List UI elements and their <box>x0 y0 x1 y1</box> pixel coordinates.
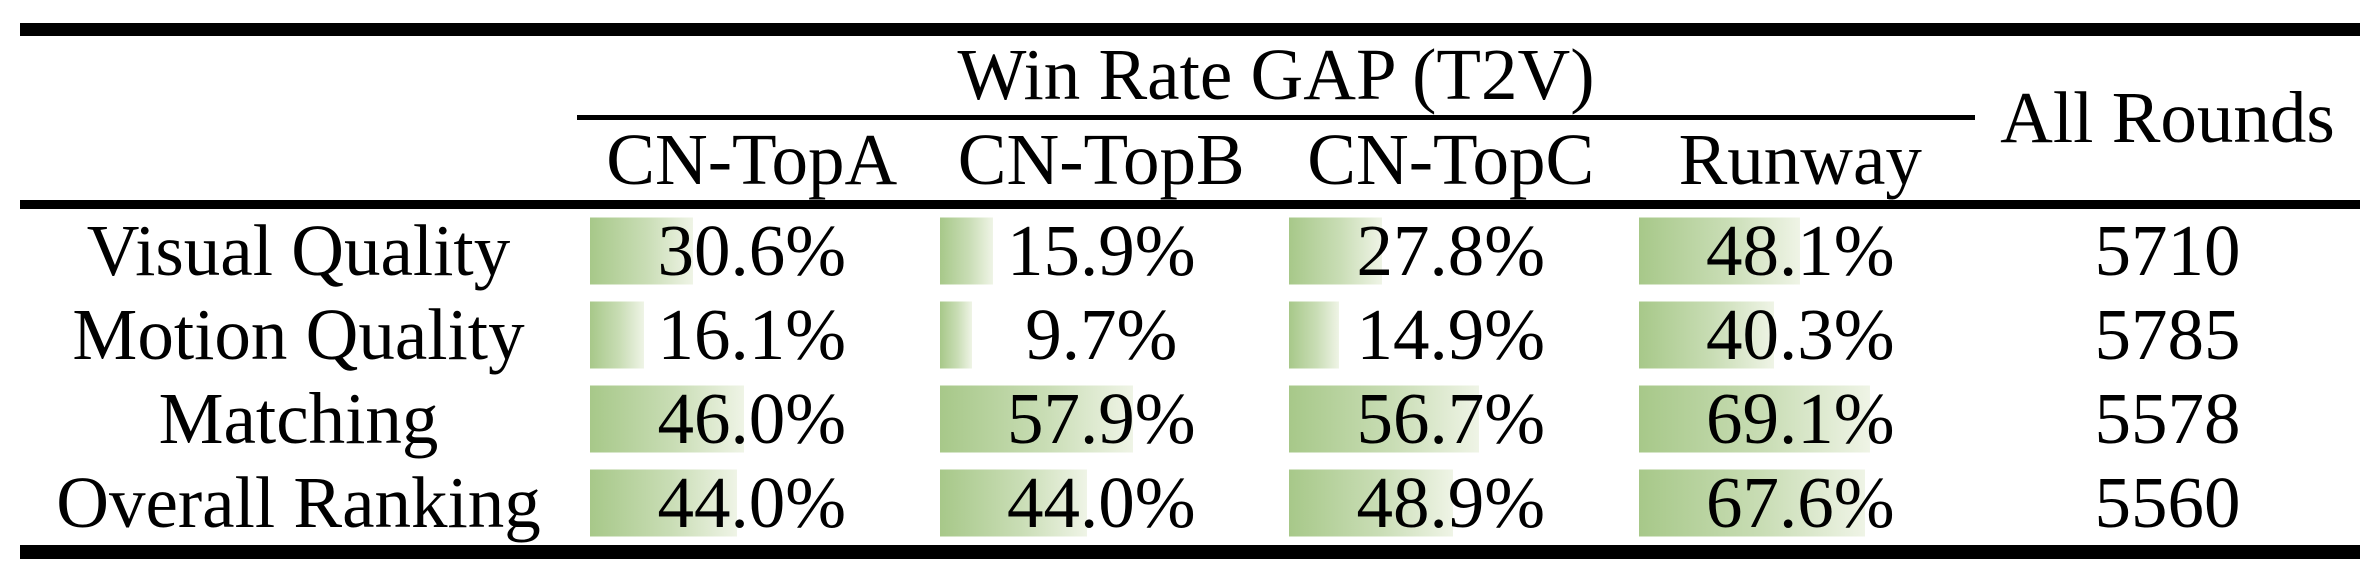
table-row: Motion Quality 16.1% 9.7% 14.9% 40.3% 5785 <box>20 293 2360 377</box>
win-rate-value: 48.1% <box>1705 210 1895 291</box>
group-header-underline-rule <box>577 115 1975 120</box>
win-rate-cell: 27.8% <box>1276 209 1626 293</box>
win-rate-value: 30.6% <box>657 210 847 291</box>
column-header-runway: Runway <box>1678 119 1922 200</box>
row-label: Matching <box>158 378 439 459</box>
win-rate-value: 46.0% <box>657 378 847 459</box>
win-rate-value: 67.6% <box>1705 462 1895 543</box>
win-rate-bar <box>1638 469 1865 537</box>
win-rate-bar <box>939 217 993 285</box>
win-rate-bar <box>590 301 644 369</box>
column-header-cn-topb: CN-TopB <box>957 119 1245 200</box>
row-label: Motion Quality <box>72 294 525 375</box>
win-rate-bar <box>590 385 745 453</box>
win-rate-value: 15.9% <box>1006 210 1196 291</box>
win-rate-bar <box>1289 469 1453 537</box>
win-rate-value: 16.1% <box>657 294 847 375</box>
win-rate-bar <box>939 469 1087 537</box>
win-rate-cell: 9.7% <box>927 293 1277 377</box>
win-rate-value: 27.8% <box>1356 210 1546 291</box>
row-label: Visual Quality <box>86 210 511 291</box>
win-rate-value: 57.9% <box>1006 378 1196 459</box>
all-rounds-value: 5578 <box>2094 378 2241 459</box>
table-body: Visual Quality 30.6% 15.9% 27.8% 48.1% 5710 … <box>20 209 2360 545</box>
row-label: Overall Ranking <box>56 462 541 543</box>
header-body-divider-rule <box>20 200 2360 209</box>
win-rate-value: 48.9% <box>1356 462 1546 543</box>
group-header-win-rate-gap: Win Rate GAP (T2V) <box>957 34 1595 115</box>
win-rate-value: 44.0% <box>657 462 847 543</box>
table-header: Win Rate GAP (T2V) CN-TopA CN-TopB CN-To… <box>20 34 2360 200</box>
win-rate-value: 44.0% <box>1006 462 1196 543</box>
win-rate-bar <box>939 301 972 369</box>
table-row: Matching 46.0% 57.9% 56.7% 69.1% 5578 <box>20 377 2360 461</box>
top-rule <box>20 23 2360 36</box>
win-rate-bar <box>1638 385 1870 453</box>
win-rate-cell: 44.0% <box>927 461 1277 545</box>
win-rate-bar <box>1289 301 1339 369</box>
win-rate-cell: 57.9% <box>927 377 1277 461</box>
all-rounds-value: 5560 <box>2094 462 2241 543</box>
win-rate-cell: 67.6% <box>1626 461 1976 545</box>
column-header-all-rounds: All Rounds <box>2000 77 2335 158</box>
all-rounds-value: 5785 <box>2094 294 2241 375</box>
table-row: Overall Ranking 44.0% 44.0% 48.9% 67.6% 5560 <box>20 461 2360 545</box>
win-rate-cell: 48.9% <box>1276 461 1626 545</box>
win-rate-cell: 48.1% <box>1626 209 1976 293</box>
column-header-cn-topa: CN-TopA <box>606 119 898 200</box>
win-rate-cell: 40.3% <box>1626 293 1976 377</box>
win-rate-cell: 69.1% <box>1626 377 1976 461</box>
win-rate-cell: 56.7% <box>1276 377 1626 461</box>
win-rate-cell: 14.9% <box>1276 293 1626 377</box>
win-rate-bar <box>1638 217 1800 285</box>
table-row: Visual Quality 30.6% 15.9% 27.8% 48.1% 5710 <box>20 209 2360 293</box>
win-rate-bar <box>590 469 738 537</box>
column-header-cn-topc: CN-TopC <box>1307 119 1595 200</box>
all-rounds-value: 5710 <box>2094 210 2241 291</box>
win-rate-bar <box>1289 385 1479 453</box>
win-rate-value: 69.1% <box>1705 378 1895 459</box>
bottom-rule <box>20 545 2360 559</box>
win-rate-value: 9.7% <box>1025 294 1178 375</box>
win-rate-cell: 16.1% <box>577 293 927 377</box>
win-rate-bar <box>1289 217 1383 285</box>
win-rate-cell: 30.6% <box>577 209 927 293</box>
win-rate-value: 14.9% <box>1356 294 1546 375</box>
win-rate-value: 40.3% <box>1705 294 1895 375</box>
win-rate-bar <box>939 385 1134 453</box>
win-rate-bar <box>1638 301 1774 369</box>
win-rate-cell: 44.0% <box>577 461 927 545</box>
win-rate-bar <box>590 217 693 285</box>
results-table: Win Rate GAP (T2V) CN-TopA CN-TopB CN-To… <box>20 23 2360 559</box>
win-rate-cell: 15.9% <box>927 209 1277 293</box>
win-rate-value: 56.7% <box>1356 378 1546 459</box>
win-rate-cell: 46.0% <box>577 377 927 461</box>
column-headers-row: CN-TopA CN-TopB CN-TopC Runway <box>577 119 1975 200</box>
